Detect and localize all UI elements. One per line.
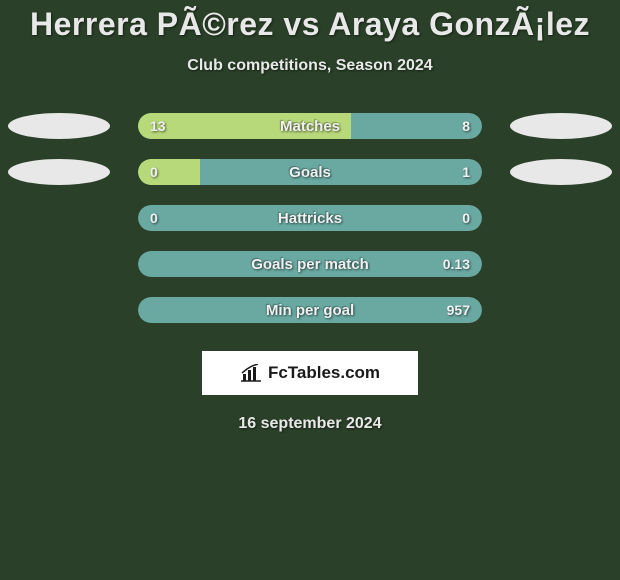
stat-row: Matches138 (0, 113, 620, 139)
stat-row: Min per goal957 (0, 297, 620, 323)
stat-bar-bg (138, 251, 482, 277)
stat-bar: Hattricks00 (138, 205, 482, 231)
stat-bar-bg (138, 205, 482, 231)
player-right-marker (510, 159, 612, 185)
stat-bar: Goals per match0.13 (138, 251, 482, 277)
stat-bar-fill-left (138, 113, 351, 139)
player-left-marker (8, 113, 110, 139)
stat-bar: Matches138 (138, 113, 482, 139)
player-left-marker (8, 159, 110, 185)
page-title: Herrera PÃ©rez vs Araya GonzÃ¡lez (0, 0, 620, 43)
date-label: 16 september 2024 (0, 415, 620, 433)
stat-bar-bg (138, 297, 482, 323)
stat-rows-container: Matches138 Goals01 Hattricks00 Goals per ma… (0, 113, 620, 323)
player-right-marker (510, 113, 612, 139)
logo-text: FcTables.com (268, 363, 380, 383)
page-subtitle: Club competitions, Season 2024 (0, 57, 620, 75)
stat-row: Goals per match0.13 (0, 251, 620, 277)
stat-row: Hattricks00 (0, 205, 620, 231)
stat-bar-fill-left (138, 159, 200, 185)
bar-chart-icon (240, 364, 262, 382)
stat-bar: Goals01 (138, 159, 482, 185)
stat-bar: Min per goal957 (138, 297, 482, 323)
logo-box[interactable]: FcTables.com (202, 351, 418, 395)
stat-row: Goals01 (0, 159, 620, 185)
